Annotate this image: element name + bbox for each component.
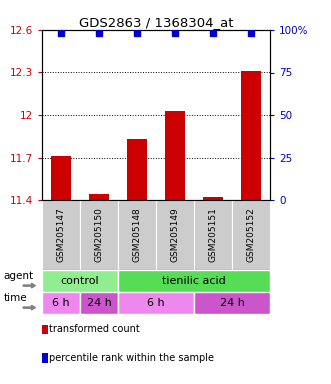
Text: control: control — [61, 276, 99, 286]
Text: time: time — [3, 293, 27, 303]
Bar — [232, 200, 270, 270]
Text: GSM205152: GSM205152 — [247, 208, 256, 262]
Text: tienilic acid: tienilic acid — [162, 276, 226, 286]
Text: 24 h: 24 h — [87, 298, 112, 308]
Bar — [42, 270, 118, 292]
Text: GSM205151: GSM205151 — [209, 208, 217, 262]
Text: GSM205147: GSM205147 — [57, 208, 66, 262]
Bar — [80, 292, 118, 314]
Text: percentile rank within the sample: percentile rank within the sample — [49, 353, 213, 363]
Text: GSM205149: GSM205149 — [170, 208, 179, 262]
Text: 24 h: 24 h — [219, 298, 244, 308]
Text: GSM205150: GSM205150 — [94, 208, 104, 262]
Bar — [89, 194, 110, 200]
Text: transformed count: transformed count — [49, 324, 139, 334]
Bar — [118, 292, 194, 314]
Text: 6 h: 6 h — [52, 298, 70, 308]
Bar — [118, 270, 270, 292]
Text: agent: agent — [3, 271, 33, 281]
Text: GSM205148: GSM205148 — [132, 208, 141, 262]
Bar — [203, 197, 223, 200]
Text: 6 h: 6 h — [147, 298, 165, 308]
Bar — [194, 200, 232, 270]
Bar — [42, 200, 80, 270]
Bar — [80, 200, 118, 270]
Title: GDS2863 / 1368304_at: GDS2863 / 1368304_at — [79, 16, 233, 29]
Bar — [51, 156, 71, 200]
Bar — [156, 200, 194, 270]
Bar — [42, 292, 80, 314]
Bar — [126, 139, 147, 200]
Bar — [118, 200, 156, 270]
Bar — [165, 111, 185, 200]
Bar — [194, 292, 270, 314]
Bar — [241, 71, 261, 200]
